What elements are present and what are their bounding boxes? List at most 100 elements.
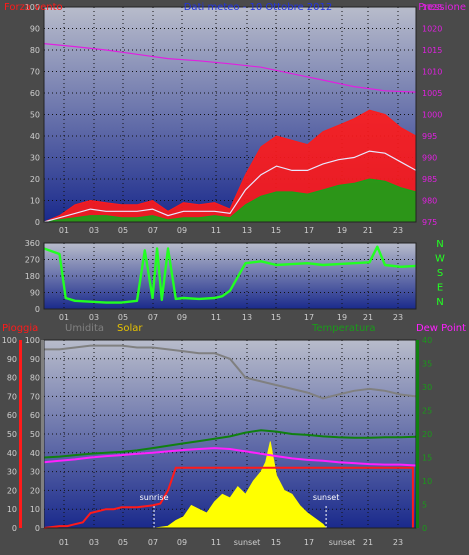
wind-ytick: 100 bbox=[25, 3, 40, 12]
rain-ytick: 90 bbox=[7, 355, 17, 364]
pressure-ytick: 1015 bbox=[422, 46, 442, 55]
humidity-ytick: 100 bbox=[25, 336, 40, 345]
rain-ytick: 0 bbox=[12, 524, 17, 533]
direction-ytick: 0 bbox=[35, 305, 40, 314]
humidity-ytick: 30 bbox=[30, 468, 40, 477]
direction-xtick: 19 bbox=[337, 313, 347, 322]
temperature-ytick: 30 bbox=[422, 383, 432, 392]
humidity-ytick: 90 bbox=[30, 355, 40, 364]
wind-ytick: 60 bbox=[30, 89, 40, 98]
humidity-ytick: 80 bbox=[30, 374, 40, 383]
cardinal-label: N bbox=[436, 297, 443, 308]
direction-xtick: 09 bbox=[177, 313, 187, 322]
direction-xtick: 23 bbox=[393, 313, 403, 322]
rain-temp-xtick: 17 bbox=[304, 538, 314, 547]
humidity-ytick: 70 bbox=[30, 392, 40, 401]
wind-xtick: 13 bbox=[242, 226, 252, 235]
temperature-label: Temperatura bbox=[311, 323, 376, 334]
rain-temp-xtick: sunset bbox=[329, 538, 356, 547]
wind-axis-label: Forza vento bbox=[4, 2, 63, 13]
temperature-ytick: 10 bbox=[422, 477, 432, 486]
series-temperature bbox=[43, 429, 417, 459]
rain-temp-xtick: 07 bbox=[148, 538, 158, 547]
wind-ytick: 50 bbox=[30, 111, 40, 120]
pressure-ytick: 1010 bbox=[422, 68, 442, 77]
rain-ytick: 20 bbox=[7, 486, 17, 495]
humidity-scale-bar bbox=[41, 340, 44, 528]
humidity-ytick: 60 bbox=[30, 411, 40, 420]
rain-temp-xtick: 11 bbox=[211, 538, 221, 547]
direction-xtick: 01 bbox=[59, 313, 69, 322]
direction-ytick: 360 bbox=[25, 239, 40, 248]
temperature-ytick: 5 bbox=[422, 501, 427, 510]
rain-temp-xtick: sunset bbox=[234, 538, 261, 547]
rain-label: Pioggia bbox=[2, 323, 38, 334]
pressure-ytick: 1000 bbox=[422, 111, 442, 120]
rain-temp-xtick: 01 bbox=[59, 538, 69, 547]
pressure-ytick: 980 bbox=[422, 197, 437, 206]
wind-xtick: 19 bbox=[337, 226, 347, 235]
direction-ytick: 270 bbox=[25, 256, 40, 265]
humidity-ytick: 0 bbox=[35, 524, 40, 533]
series-humidity bbox=[44, 344, 417, 400]
pressure-axis-label: Pressione bbox=[418, 2, 466, 13]
rain-ytick: 40 bbox=[7, 449, 17, 458]
rain-ytick: 70 bbox=[7, 392, 17, 401]
cardinal-label: N bbox=[436, 239, 443, 250]
direction-xtick: 21 bbox=[363, 313, 373, 322]
solar-label: Solar bbox=[117, 323, 143, 334]
direction-xtick: 11 bbox=[211, 313, 221, 322]
wind-xtick: 09 bbox=[177, 226, 187, 235]
cardinal-label: W bbox=[435, 254, 445, 265]
rain-temp-xtick: 09 bbox=[177, 538, 187, 547]
humidity-ytick: 40 bbox=[30, 449, 40, 458]
wind-ytick: 20 bbox=[30, 175, 40, 184]
series-direction bbox=[43, 245, 417, 304]
cardinal-label: S bbox=[437, 268, 443, 279]
rain-scale-bar bbox=[19, 340, 22, 528]
rain-temp-xtick: 23 bbox=[393, 538, 403, 547]
pressure-ytick: 985 bbox=[422, 175, 437, 184]
wind-xtick: 15 bbox=[271, 226, 281, 235]
rain-ytick: 50 bbox=[7, 430, 17, 439]
wind-ytick: 10 bbox=[30, 197, 40, 206]
pressure-ytick: 975 bbox=[422, 218, 437, 227]
series-rain bbox=[43, 466, 414, 529]
humidity-label: Umidita bbox=[65, 323, 104, 334]
pressure-ytick: 990 bbox=[422, 154, 437, 163]
wind-xtick: 07 bbox=[148, 226, 158, 235]
rain-temp-xtick: 21 bbox=[363, 538, 373, 547]
rain-temp-plot-background bbox=[44, 340, 416, 528]
series-solar bbox=[154, 441, 327, 529]
pressure-ytick: 995 bbox=[422, 132, 437, 141]
wind-xtick: 23 bbox=[393, 226, 403, 235]
temperature-ytick: 25 bbox=[422, 407, 432, 416]
sun-annotation: sunset bbox=[313, 493, 340, 502]
humidity-ytick: 20 bbox=[30, 486, 40, 495]
direction-plot-background bbox=[44, 243, 416, 309]
wind-xtick: 03 bbox=[89, 226, 99, 235]
sun-annotation: sunrise bbox=[140, 493, 169, 502]
temperature-scale-bar bbox=[416, 340, 419, 528]
direction-xtick: 17 bbox=[304, 313, 314, 322]
rain-temp-xtick: 03 bbox=[89, 538, 99, 547]
direction-xtick: 15 bbox=[271, 313, 281, 322]
wind-xtick: 21 bbox=[363, 226, 373, 235]
direction-xtick: 03 bbox=[89, 313, 99, 322]
cardinal-label: E bbox=[437, 283, 443, 294]
direction-ytick: 180 bbox=[25, 272, 40, 281]
wind-ytick: 0 bbox=[35, 218, 40, 227]
direction-xtick: 07 bbox=[148, 313, 158, 322]
wind-xtick: 05 bbox=[118, 226, 128, 235]
wind-ytick: 40 bbox=[30, 132, 40, 141]
rain-temp-xtick: 15 bbox=[271, 538, 281, 547]
wind-ytick: 90 bbox=[30, 25, 40, 34]
humidity-ytick: 10 bbox=[30, 505, 40, 514]
wind-xtick: 11 bbox=[211, 226, 221, 235]
pressure-ytick: 1020 bbox=[422, 25, 442, 34]
direction-ytick: 90 bbox=[30, 289, 40, 298]
dewpoint-label: Dew Point bbox=[416, 323, 466, 334]
temperature-ytick: 40 bbox=[422, 336, 432, 345]
wind-xtick: 17 bbox=[304, 226, 314, 235]
